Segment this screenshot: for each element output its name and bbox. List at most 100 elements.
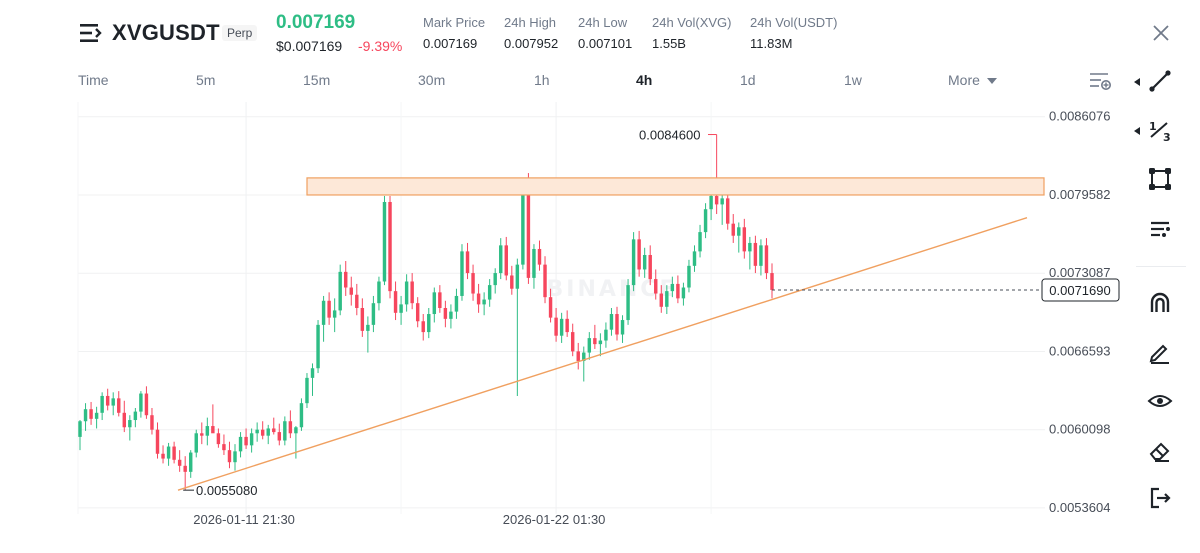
candle: [399, 295, 403, 325]
candle: [327, 292, 331, 325]
candle-body: [371, 303, 376, 325]
candle-body: [277, 432, 282, 441]
candle-body: [692, 251, 697, 266]
candle-body: [266, 428, 270, 436]
candle-body: [122, 412, 127, 428]
indicator-settings-icon[interactable]: [1088, 70, 1112, 92]
candle-body: [593, 338, 597, 345]
candle-body: [753, 242, 758, 266]
candle-body: [654, 279, 658, 294]
candle: [670, 276, 675, 298]
candle: [759, 239, 763, 276]
candle-body: [548, 297, 553, 318]
tab-30m[interactable]: 30m: [418, 72, 446, 88]
candle-body: [543, 264, 547, 298]
candle: [377, 276, 381, 311]
tab-4h[interactable]: 4h: [636, 72, 653, 88]
tab-5m[interactable]: 5m: [196, 72, 216, 88]
candle-body: [155, 429, 160, 454]
candle: [161, 445, 165, 464]
stat-value: 11.83M: [750, 36, 793, 51]
candle-body: [582, 352, 586, 362]
candle: [299, 398, 304, 431]
price-change-percent: -9.39%: [358, 38, 403, 54]
candle: [272, 417, 276, 435]
symbol-title[interactable]: XVGUSDT: [112, 20, 220, 45]
candle: [122, 400, 127, 433]
high-price-annotation: 0.0084600: [639, 128, 700, 143]
rectangle-tool[interactable]: [1140, 162, 1180, 196]
tab-more[interactable]: More: [948, 72, 997, 88]
expand-arrow-icon[interactable]: [1134, 78, 1140, 86]
price-tick-label: 0.0053604: [1049, 500, 1110, 515]
watermark-text: BINANCE: [547, 277, 678, 302]
candle: [737, 222, 741, 253]
candle-body: [421, 321, 425, 333]
usd-price: $0.007169: [276, 38, 343, 54]
tab-1w[interactable]: 1w: [844, 72, 862, 88]
candle-body: [393, 291, 398, 313]
candle-body: [183, 465, 187, 472]
stat-value: 1.55B: [652, 36, 686, 51]
magnet-tool[interactable]: [1140, 286, 1180, 320]
candle-body: [78, 421, 82, 437]
tab-time[interactable]: Time: [78, 72, 109, 88]
support-trendline: [177, 216, 1028, 491]
candle: [205, 417, 210, 446]
candle-body: [493, 273, 497, 286]
tab-1h[interactable]: 1h: [534, 72, 550, 88]
candle: [94, 406, 99, 429]
candle: [410, 273, 414, 310]
candle: [598, 333, 603, 357]
candle-body: [166, 446, 171, 459]
candle: [432, 287, 437, 323]
pencil-tool[interactable]: [1140, 335, 1180, 369]
visibility-tool[interactable]: [1140, 384, 1180, 418]
tab-15m[interactable]: 15m: [303, 72, 331, 88]
candle-body: [139, 393, 143, 412]
candle: [654, 269, 658, 300]
candle-body: [532, 248, 536, 278]
stat-label: 24h Low: [578, 15, 628, 30]
candle-body: [449, 311, 453, 319]
menu-icon[interactable]: [80, 22, 104, 44]
candle-body: [349, 287, 353, 295]
trend-line-tool[interactable]: [1140, 64, 1180, 98]
candle-body: [238, 436, 243, 452]
text-tool-icon: [1151, 221, 1170, 237]
candle: [321, 295, 326, 342]
candle: [443, 300, 448, 328]
candle: [155, 422, 160, 459]
candle: [117, 391, 121, 417]
price-chart[interactable]: BINANCE 0.0086076 0.0079582 0.0073087 0.006…: [0, 96, 1130, 536]
fibonacci-tool[interactable]: 1 3: [1140, 113, 1180, 147]
more-label: More: [948, 72, 980, 88]
candle: [338, 264, 342, 316]
candle: [366, 316, 370, 353]
candle-body: [427, 314, 431, 333]
candle-body: [415, 303, 420, 322]
candle-body: [515, 264, 520, 289]
price-tick-label: 0.0086076: [1049, 109, 1110, 124]
candle-body: [438, 292, 442, 308]
candle-body: [460, 251, 464, 296]
export-tool[interactable]: [1140, 481, 1180, 515]
candle: [482, 292, 486, 316]
price-tick-label: 0.0060098: [1049, 422, 1110, 437]
text-tool[interactable]: [1140, 212, 1180, 246]
candle: [260, 421, 265, 440]
close-icon[interactable]: [1150, 22, 1172, 44]
candle-body: [100, 395, 104, 413]
candle: [676, 275, 680, 304]
candle: [283, 416, 287, 446]
candle: [559, 312, 564, 343]
expand-arrow-icon[interactable]: [1134, 127, 1140, 135]
candle: [593, 324, 597, 349]
eraser-tool[interactable]: [1140, 433, 1180, 467]
time-tick-label: 2026-01-11 21:30: [193, 512, 295, 527]
candle: [476, 283, 481, 313]
price-tick-label: 0.0079582: [1049, 187, 1110, 202]
candle: [244, 428, 248, 449]
tab-1d[interactable]: 1d: [740, 72, 756, 88]
candle-body: [604, 329, 608, 341]
